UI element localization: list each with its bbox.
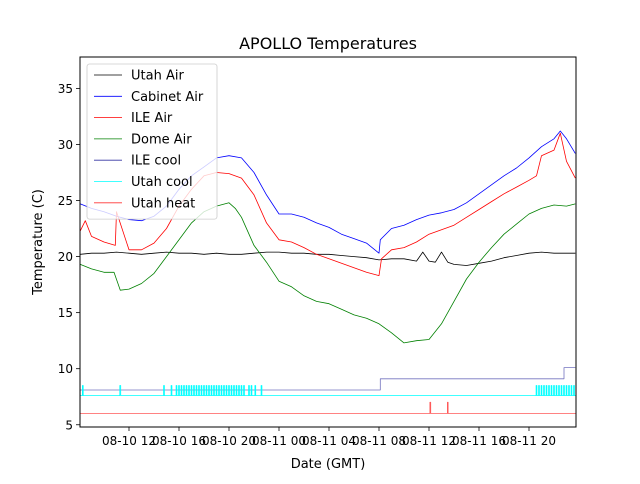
x-tick-label: 08-11 00 xyxy=(252,434,306,448)
legend-label-ile-air: ILE Air xyxy=(131,111,173,126)
legend-label-utah-cool: Utah cool xyxy=(131,175,193,190)
y-axis-label: Temperature (C) xyxy=(31,189,46,296)
series-line-ile-air xyxy=(80,132,576,277)
x-axis-label: Date (GMT) xyxy=(291,457,366,472)
x-tick-label: 08-11 16 xyxy=(452,434,506,448)
x-tick-label: 08-11 04 xyxy=(302,434,356,448)
x-tick-label: 08-11 20 xyxy=(502,434,556,448)
series-line-utah-air xyxy=(80,251,576,266)
y-tick-label: 15 xyxy=(58,306,73,320)
x-tick-label: 08-10 12 xyxy=(102,434,156,448)
legend-label-utah-air: Utah Air xyxy=(131,69,184,84)
y-tick-label: 10 xyxy=(58,362,73,376)
y-tick-label: 20 xyxy=(58,250,73,264)
legend-label-dome-air: Dome Air xyxy=(131,132,192,147)
series-line-utah-cool xyxy=(80,385,576,397)
series-line-ile-cool xyxy=(80,367,576,391)
x-tick-label: 08-11 08 xyxy=(352,434,406,448)
chart-title: APOLLO Temperatures xyxy=(239,34,417,53)
legend-label-utah-heat: Utah heat xyxy=(131,196,195,211)
legend-label-cabinet-air: Cabinet Air xyxy=(131,90,204,105)
legend-label-ile-cool: ILE cool xyxy=(131,154,181,169)
y-tick-label: 25 xyxy=(58,194,73,208)
x-tick-label: 08-10 16 xyxy=(152,434,206,448)
x-tick-label: 08-11 12 xyxy=(402,434,456,448)
series-line-dome-air xyxy=(80,202,576,344)
y-tick-label: 5 xyxy=(65,418,73,432)
series-line-utah-heat xyxy=(80,401,576,414)
axes-frame xyxy=(79,56,577,428)
legend: Utah Air Cabinet Air ILE Air Dome Air ILE co… xyxy=(86,63,218,220)
y-tick-label: 35 xyxy=(58,82,73,96)
legend-box xyxy=(86,63,218,220)
x-tick-label: 08-10 20 xyxy=(202,434,256,448)
y-tick-label: 30 xyxy=(58,138,73,152)
